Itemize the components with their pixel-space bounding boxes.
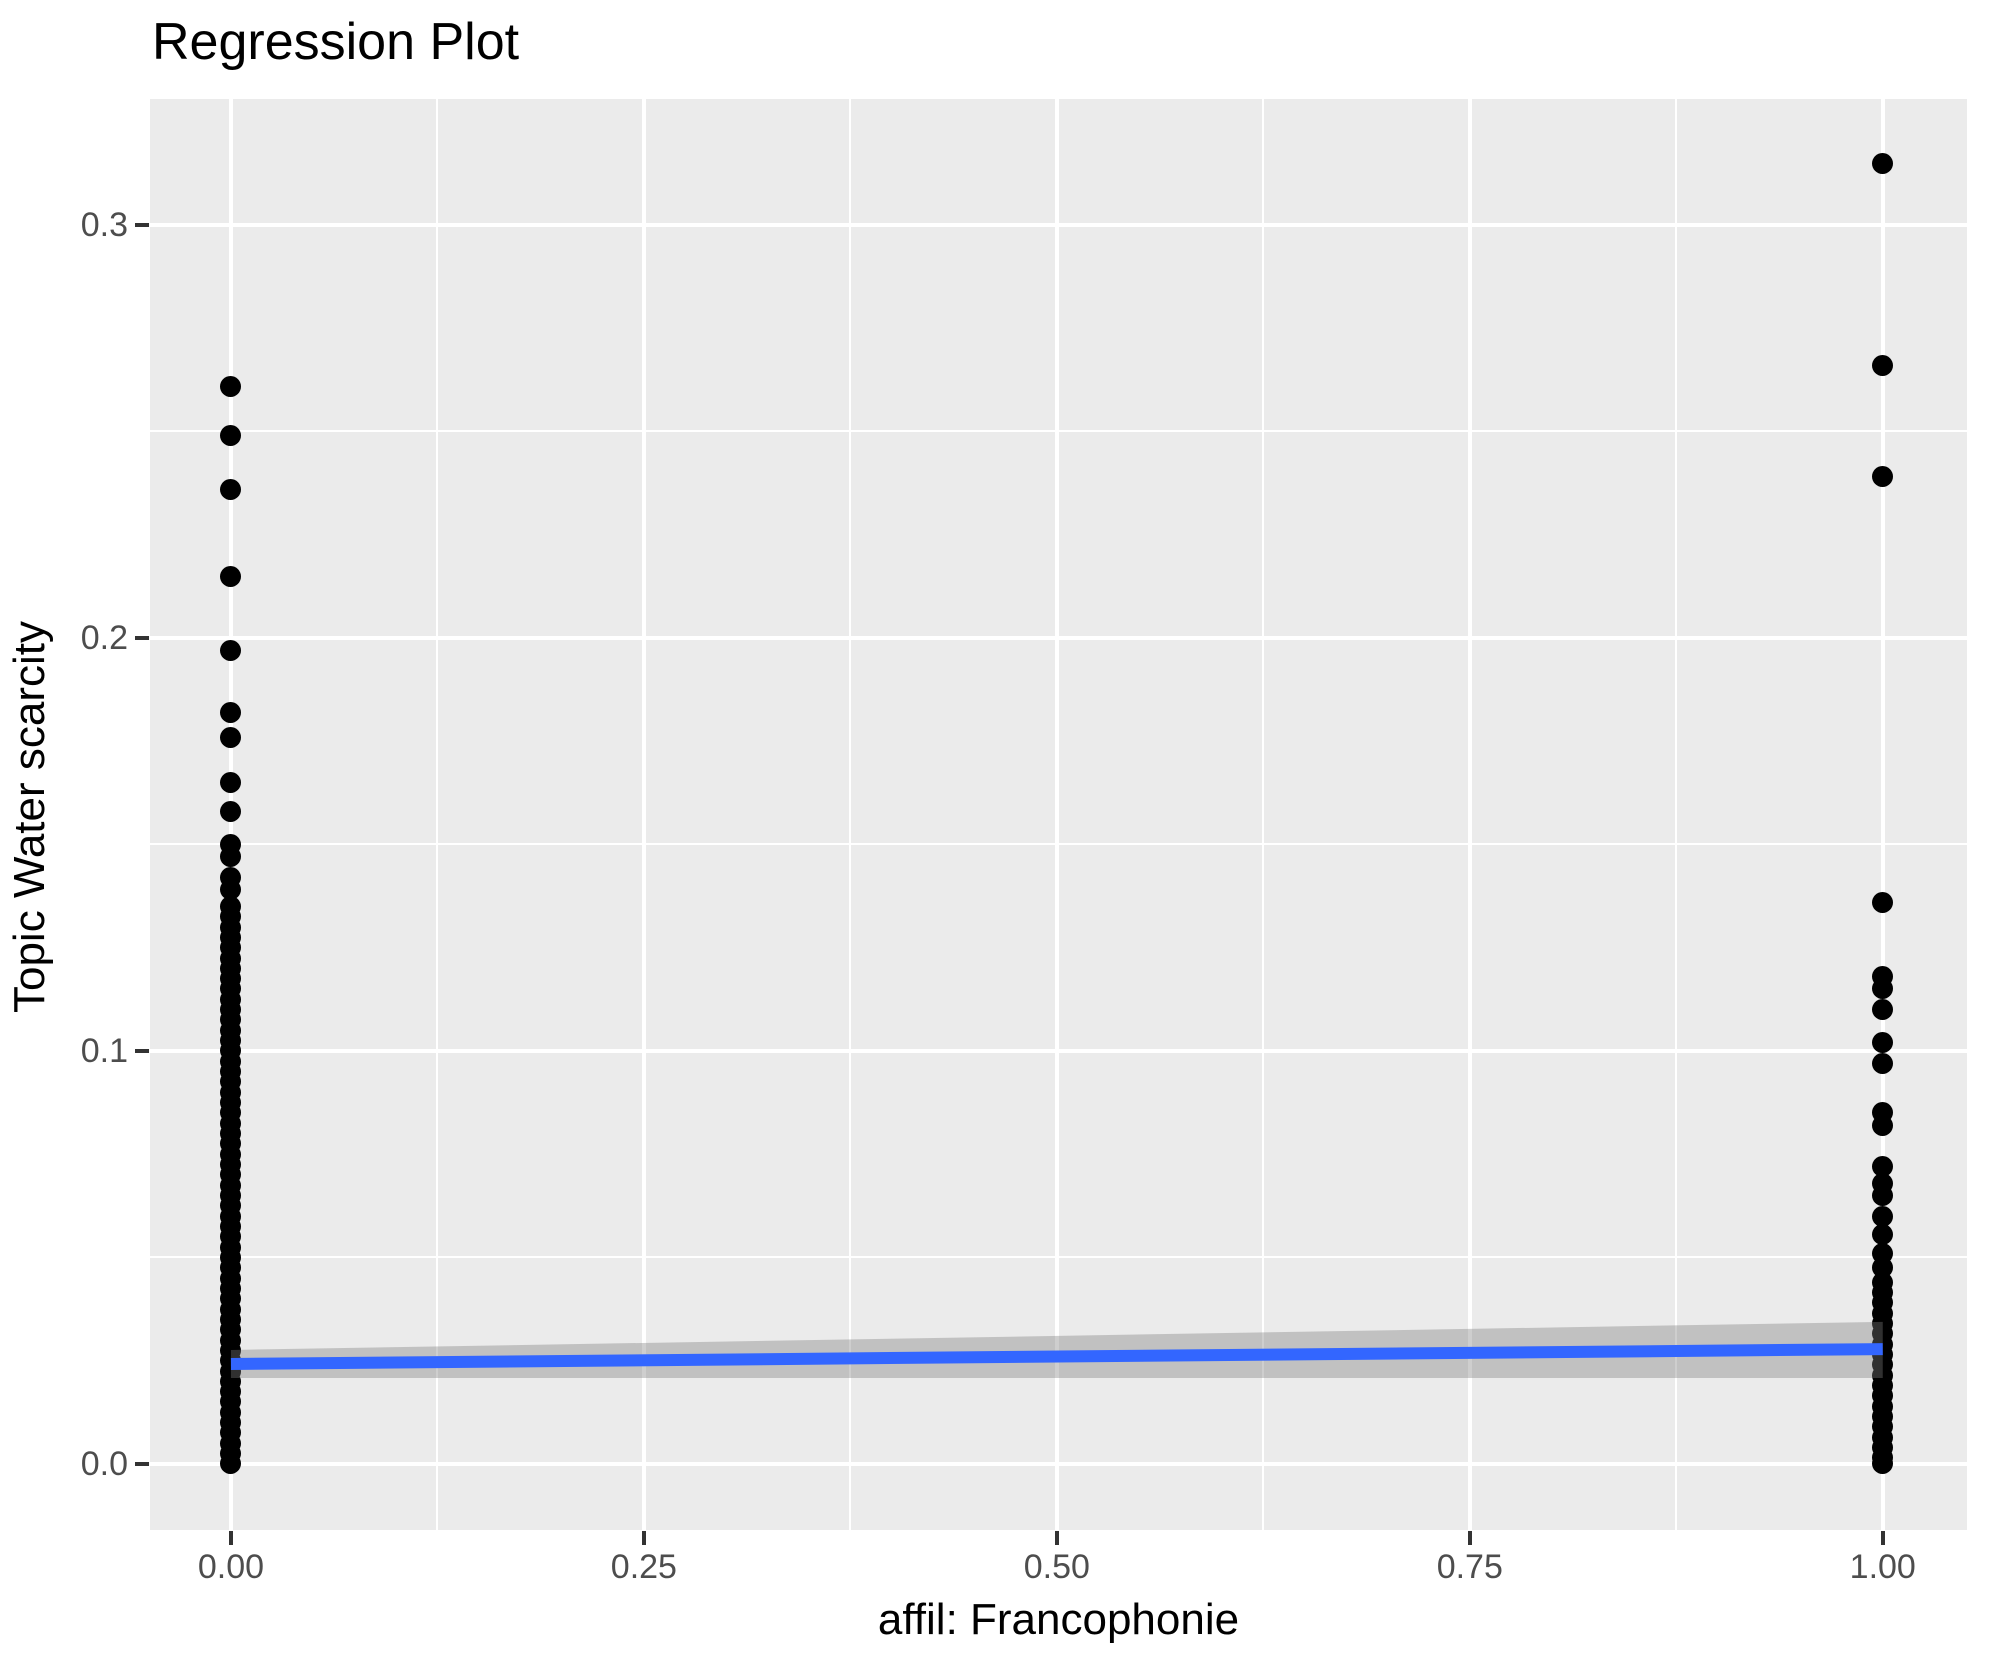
data-point	[1872, 1205, 1894, 1227]
data-point	[1872, 1184, 1894, 1206]
gridline-x-minor	[849, 99, 852, 1530]
x-tick-mark	[1880, 1531, 1885, 1545]
y-tick-mark	[135, 1048, 149, 1053]
plot-title: Regression Plot	[152, 13, 520, 71]
gridline-y-major	[150, 635, 1967, 640]
data-point	[220, 771, 242, 793]
data-point	[1872, 1052, 1894, 1074]
data-point	[220, 425, 242, 447]
data-point	[1872, 1156, 1894, 1178]
x-tick-label: 0.50	[1023, 1548, 1090, 1586]
data-point	[220, 639, 242, 661]
data-point	[1872, 1224, 1894, 1246]
data-point	[1872, 1114, 1894, 1136]
gridline-x-major	[641, 99, 646, 1530]
y-tick-label: 0.2	[80, 618, 128, 657]
y-axis-title: Topic Water scarcity	[5, 621, 54, 1014]
data-point	[1872, 466, 1894, 488]
y-tick-mark	[135, 1461, 149, 1466]
data-point	[1872, 891, 1894, 913]
data-point	[220, 846, 242, 868]
gridline-y-major	[150, 1048, 1967, 1053]
data-point	[220, 375, 242, 397]
data-point	[1872, 152, 1894, 174]
data-point	[220, 879, 242, 901]
x-tick-mark	[1467, 1531, 1472, 1545]
data-point	[1872, 999, 1894, 1021]
data-point	[220, 565, 242, 587]
y-tick-mark	[135, 635, 149, 640]
data-point	[1872, 978, 1894, 1000]
x-tick-mark	[641, 1531, 646, 1545]
data-point	[1872, 354, 1894, 376]
plot-panel	[150, 99, 1967, 1530]
x-axis-title: affil: Francophonie	[877, 1595, 1240, 1644]
gridline-x-minor	[1675, 99, 1678, 1530]
gridline-x-major	[1054, 99, 1059, 1530]
data-point	[220, 1453, 242, 1475]
gridline-y-major	[150, 222, 1967, 227]
y-tick-label: 0.0	[80, 1444, 128, 1483]
smooth-layer	[230, 1321, 1883, 1379]
data-point	[220, 726, 242, 748]
y-tick-mark	[135, 222, 149, 227]
x-tick-label: 1.00	[1849, 1548, 1916, 1586]
y-tick-label: 0.1	[80, 1031, 128, 1070]
x-tick-mark	[228, 1531, 233, 1545]
x-tick-label: 0.25	[610, 1548, 677, 1586]
data-point	[1872, 1032, 1894, 1054]
data-point	[220, 478, 242, 500]
data-point	[220, 701, 242, 723]
gridline-x-minor	[436, 99, 439, 1530]
data-point	[220, 800, 242, 822]
regression-line	[230, 1343, 1883, 1370]
y-tick-label: 0.3	[80, 205, 128, 244]
data-point	[1872, 1453, 1894, 1475]
gridline-x-minor	[1262, 99, 1265, 1530]
x-tick-label: 0.00	[197, 1548, 265, 1586]
x-tick-label: 0.75	[1436, 1548, 1503, 1586]
gridline-x-major	[1467, 99, 1472, 1530]
gridline-x-major	[1880, 99, 1885, 1530]
gridline-y-major	[150, 1461, 1967, 1466]
x-tick-mark	[1054, 1531, 1059, 1545]
